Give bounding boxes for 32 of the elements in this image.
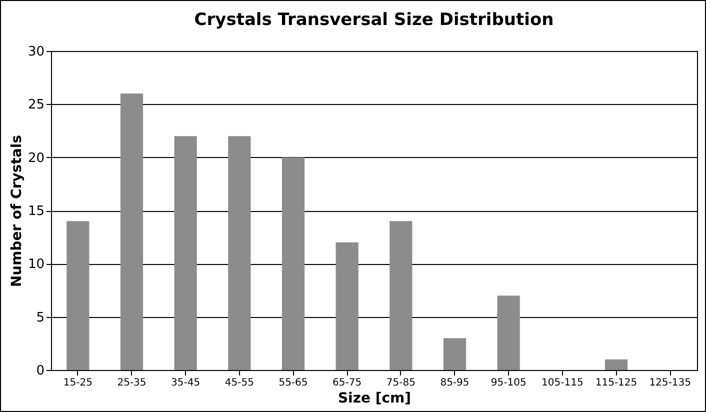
- x-tick-label: 85-95: [440, 378, 470, 388]
- y-tick-label: 10: [28, 257, 44, 272]
- y-tick-label: 0: [36, 364, 44, 378]
- x-tick-label: 25-35: [117, 378, 146, 388]
- x-tick-label: 105-115: [542, 378, 584, 388]
- x-tick-label: 95-105: [490, 378, 526, 388]
- x-tick-label: 75-85: [386, 378, 416, 388]
- bar: [443, 338, 466, 370]
- x-axis-title: Size [cm]: [338, 390, 412, 406]
- bar: [497, 296, 520, 370]
- y-tick-label: 5: [36, 310, 44, 326]
- x-tick-label: 65-75: [332, 378, 362, 388]
- y-tick-label: 30: [28, 44, 44, 60]
- bar: [390, 221, 412, 370]
- x-tick-label: 45-55: [224, 378, 254, 388]
- bar: [336, 242, 358, 370]
- x-tick-label: 35-45: [171, 378, 200, 388]
- y-tick-label: 20: [28, 150, 44, 166]
- bar: [228, 136, 251, 370]
- x-tick-label: 55-65: [278, 378, 308, 388]
- y-tick-label: 25: [28, 98, 44, 113]
- x-tick-label: 15-25: [63, 378, 92, 388]
- x-tick-label: 125-135: [649, 378, 691, 388]
- y-tick-label: 15: [28, 204, 44, 219]
- bar: [604, 359, 628, 370]
- bar: [66, 221, 90, 370]
- bar: [120, 94, 144, 370]
- y-axis-title: Number of Crystals: [8, 134, 25, 288]
- chart-title: Crystals Transversal Size Distribution: [194, 10, 554, 30]
- x-tick-label: 115-125: [595, 378, 638, 388]
- bar: [174, 136, 197, 370]
- bar: [282, 157, 305, 370]
